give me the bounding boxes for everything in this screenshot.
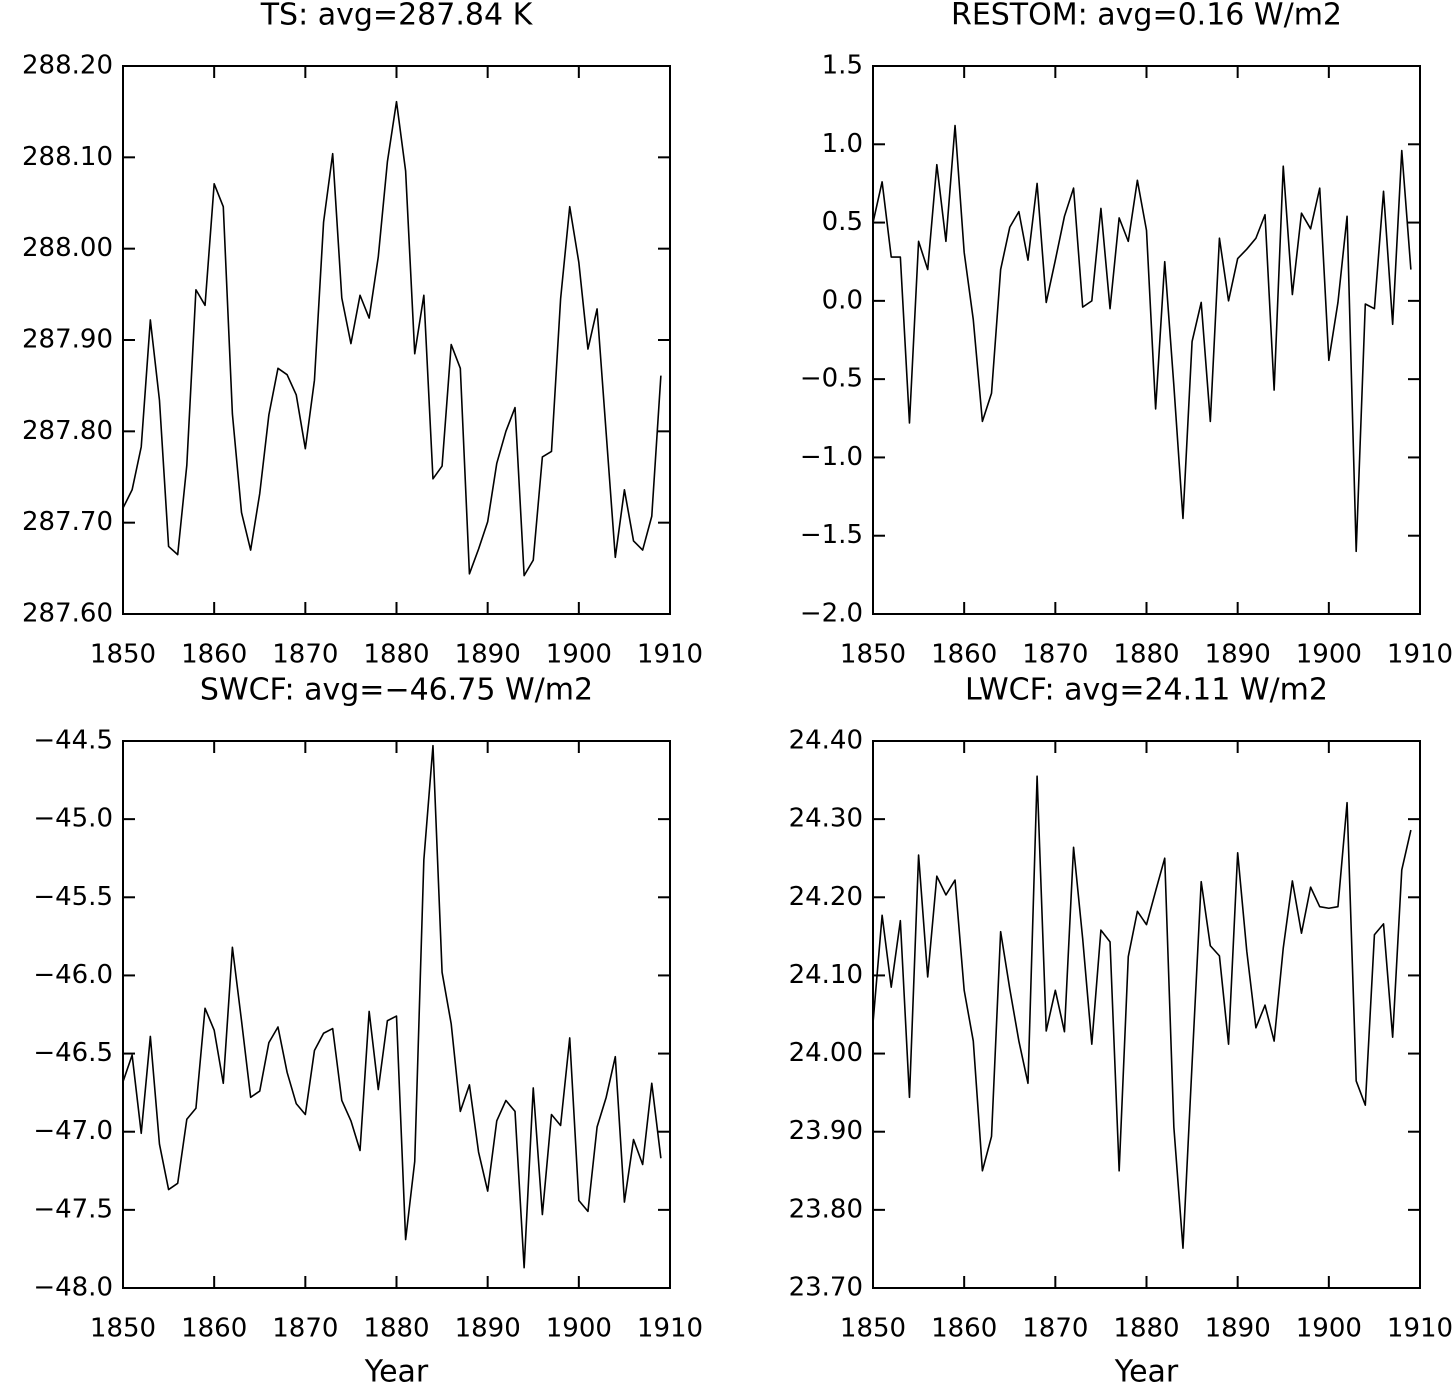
x-tick-label: 1900 [1296, 1314, 1362, 1344]
y-tick-label: 287.60 [22, 599, 113, 629]
x-tick-label: 1890 [1205, 640, 1271, 670]
x-tick-label: 1910 [1387, 640, 1453, 670]
x-tick-label: 1870 [272, 640, 338, 670]
data-line [872, 124, 1412, 553]
y-tick-label: −45.5 [33, 882, 113, 912]
y-tick-label: −46.5 [33, 1038, 113, 1068]
y-tick-label: 287.80 [22, 416, 113, 446]
x-tick-label: 1890 [1205, 1314, 1271, 1344]
x-tick-label: 1910 [637, 640, 703, 670]
y-tick-label: 288.10 [22, 142, 113, 172]
y-tick-label: 24.10 [789, 960, 863, 990]
x-tick-label: 1870 [272, 1314, 338, 1344]
y-tick-label: 288.00 [22, 233, 113, 263]
data-line [872, 775, 1412, 1249]
x-tick-label: 1850 [90, 1314, 156, 1344]
y-tick-label: 287.90 [22, 325, 113, 355]
x-tick-label: 1850 [840, 640, 906, 670]
x-tick-label: 1900 [546, 1314, 612, 1344]
y-tick-label: −47.5 [33, 1194, 113, 1224]
x-tick-label: 1900 [546, 640, 612, 670]
x-tick-label: 1880 [363, 1314, 429, 1344]
y-tick-label: 23.80 [789, 1194, 863, 1224]
x-tick-label: 1890 [455, 640, 521, 670]
data-line [122, 744, 662, 1269]
chart-title: LWCF: avg=24.11 W/m2 [965, 673, 1328, 708]
y-tick-label: 23.90 [789, 1116, 863, 1146]
data-line [122, 100, 662, 577]
x-tick-label: 1850 [90, 640, 156, 670]
x-tick-label: 1890 [455, 1314, 521, 1344]
y-tick-label: 1.5 [822, 51, 863, 81]
y-tick-label: 23.70 [789, 1273, 863, 1303]
y-tick-label: −46.0 [33, 960, 113, 990]
chart-title: SWCF: avg=−46.75 W/m2 [200, 673, 593, 708]
plot-frame [872, 65, 1421, 615]
plot-frame [122, 65, 671, 615]
x-tick-label: 1910 [1387, 1314, 1453, 1344]
x-tick-label: 1860 [931, 640, 997, 670]
y-tick-label: −1.5 [800, 520, 863, 550]
x-tick-label: 1860 [181, 640, 247, 670]
x-tick-label: 1880 [1113, 1314, 1179, 1344]
x-axis-label: Year [364, 1355, 429, 1386]
y-tick-label: 0.0 [822, 285, 863, 315]
y-tick-label: 24.00 [789, 1038, 863, 1068]
y-tick-label: −44.5 [33, 726, 113, 756]
y-tick-label: −47.0 [33, 1116, 113, 1146]
x-tick-label: 1900 [1296, 640, 1362, 670]
y-tick-label: −1.0 [800, 442, 863, 472]
y-tick-label: 24.20 [789, 882, 863, 912]
x-tick-label: 1870 [1022, 1314, 1088, 1344]
plot-frame [122, 740, 671, 1289]
y-tick-label: 288.20 [22, 51, 113, 81]
x-tick-label: 1870 [1022, 640, 1088, 670]
x-tick-label: 1850 [840, 1314, 906, 1344]
x-tick-label: 1880 [363, 640, 429, 670]
y-tick-label: 24.30 [789, 804, 863, 834]
y-tick-label: −48.0 [33, 1273, 113, 1303]
chart-title: TS: avg=287.84 K [260, 0, 534, 33]
x-tick-label: 1860 [931, 1314, 997, 1344]
plot-frame [872, 740, 1421, 1289]
x-tick-label: 1860 [181, 1314, 247, 1344]
y-tick-label: 24.40 [789, 726, 863, 756]
chart-title: RESTOM: avg=0.16 W/m2 [951, 0, 1342, 33]
y-tick-label: 1.0 [822, 129, 863, 159]
y-tick-label: −45.0 [33, 804, 113, 834]
y-tick-label: −0.5 [800, 364, 863, 394]
x-axis-label: Year [1114, 1355, 1179, 1386]
x-tick-label: 1910 [637, 1314, 703, 1344]
x-tick-label: 1880 [1113, 640, 1179, 670]
y-tick-label: −2.0 [800, 599, 863, 629]
y-tick-label: 0.5 [822, 207, 863, 237]
y-tick-label: 287.70 [22, 507, 113, 537]
